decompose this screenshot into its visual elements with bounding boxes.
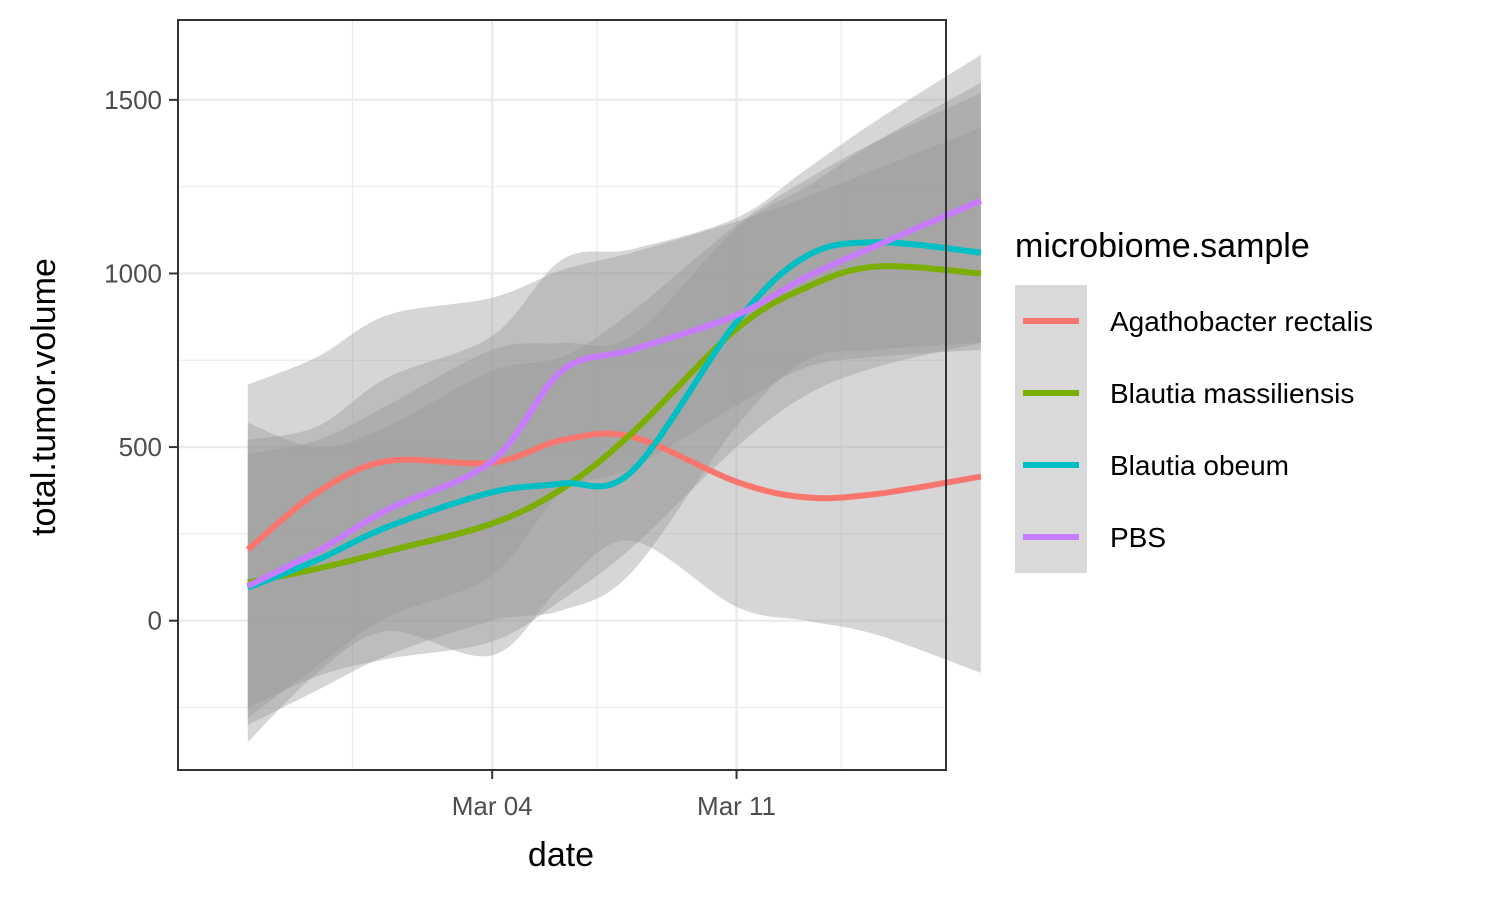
legend-label: PBS: [1110, 522, 1166, 553]
legend-label: Agathobacter rectalis: [1110, 306, 1373, 337]
y-tick-label: 500: [119, 432, 162, 462]
legend-label: Blautia massiliensis: [1110, 378, 1354, 409]
confidence-band: [247, 82, 981, 725]
legend-title: microbiome.sample: [1015, 227, 1310, 265]
series-line: [245, 430, 982, 552]
x-axis-title: date: [528, 836, 594, 874]
series-line: [247, 263, 982, 586]
series-line: [246, 197, 983, 589]
y-tick-label: 1500: [104, 85, 162, 115]
y-tick-label: 0: [148, 606, 162, 636]
x-tick-label: Mar 04: [452, 791, 533, 821]
legend-label: Blautia obeum: [1110, 450, 1289, 481]
plot-panel: [178, 20, 946, 770]
confidence-band: [247, 92, 981, 708]
series-line: [246, 239, 982, 591]
y-axis-title: total.tumor.volume: [25, 258, 63, 536]
y-tick-label: 1000: [104, 258, 162, 288]
plot-border: [177, 19, 947, 771]
plot-area: 0 500 1000 1500 Mar 04 Mar 11: [104, 19, 983, 821]
x-tick-label: Mar 11: [697, 791, 776, 821]
confidence-band: [247, 54, 981, 718]
legend: microbiome.sample Agathobacter rectalis B…: [1015, 227, 1373, 573]
